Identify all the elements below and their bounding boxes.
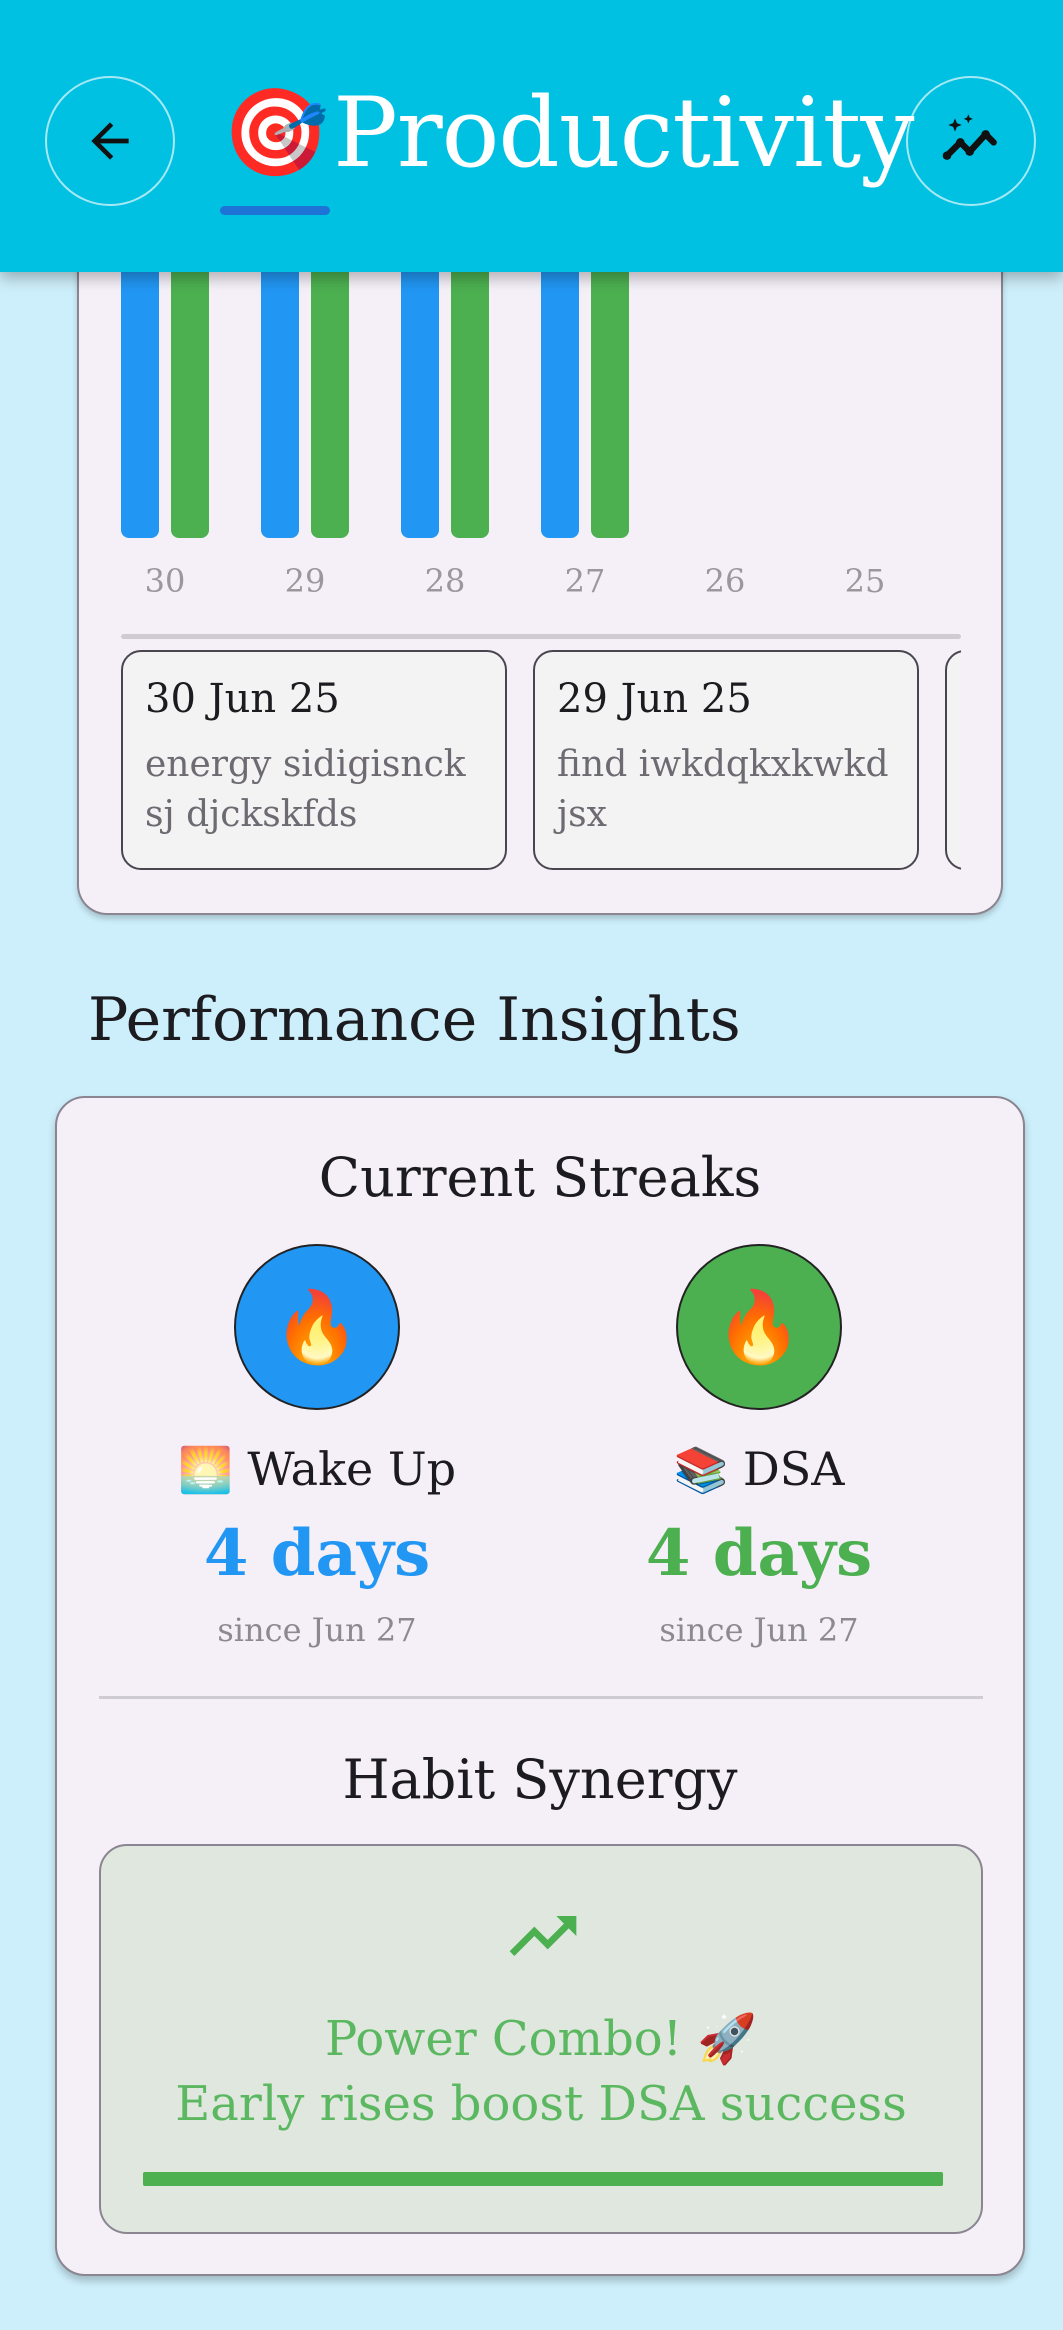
synergy-heading: Habit Synergy [342, 1748, 738, 1811]
note-date: 29 Jun 25 [557, 676, 752, 722]
fire-icon: 🔥 [676, 1244, 842, 1410]
streak-name: 🌅 Wake Up [97, 1442, 537, 1496]
notes-list[interactable]: 30 Jun 25 energy sidigisncksj djckskfds … [121, 650, 961, 872]
note-text: find iwkdqkxkwkdjsx [557, 744, 889, 835]
insights-card: Current Streaks 🔥 🌅 Wake Up 4 days since… [55, 1096, 1025, 2276]
x-axis-label: 28 [424, 562, 466, 600]
synergy-title-text: Power Combo! [324, 2011, 682, 2067]
streak-name-text: Wake Up [247, 1442, 457, 1496]
note-card[interactable]: 29 Jun 25 find iwkdqkxkwkdjsx [533, 650, 919, 870]
trending-up-icon [509, 1916, 577, 1956]
streak-since: since Jun 27 [217, 1611, 417, 1649]
habit-chart-card: 30 29 28 27 26 25 30 Jun 25 energy sidigisnck… [77, 190, 1003, 915]
synergy-box: Power Combo! 🚀 Early rises boost DSA suc… [99, 1844, 983, 2234]
note-date: 30 Jun 25 [145, 676, 340, 722]
sunrise-icon: 🌅 [177, 1445, 233, 1496]
page-title: 🎯 Productivity [222, 68, 914, 198]
streak-since: since Jun 27 [659, 1611, 859, 1649]
x-axis-label: 26 [704, 562, 746, 600]
streak-days: 4 days [203, 1516, 431, 1591]
x-axis-label: 25 [844, 562, 886, 600]
tab-indicator [220, 206, 330, 215]
arrow-left-icon [91, 122, 129, 160]
streak-days: 4 days [645, 1516, 873, 1591]
x-axis-label: 27 [564, 562, 606, 600]
chart-divider [121, 634, 961, 639]
synergy-title: Power Combo! 🚀 [101, 2010, 981, 2067]
section-title: Performance Insights [88, 985, 741, 1055]
x-axis-label: 29 [284, 562, 326, 600]
insights-button[interactable] [906, 76, 1036, 206]
fire-icon: 🔥 [234, 1244, 400, 1410]
streak-dsa: 🔥 📚 DSA 4 days since Jun 27 [539, 1244, 979, 1649]
note-card[interactable]: 30 Jun 25 energy sidigisncksj djckskfds [121, 650, 507, 870]
app-bar: 🎯 Productivity [0, 0, 1063, 272]
streaks-heading: Current Streaks [318, 1146, 762, 1209]
streak-name: 📚 DSA [539, 1442, 979, 1496]
rocket-icon: 🚀 [697, 2011, 758, 2067]
books-icon: 📚 [673, 1445, 729, 1496]
x-axis-label: 30 [144, 562, 186, 600]
sparkle-chart-icon [942, 114, 997, 160]
streak-name-text: DSA [742, 1442, 845, 1496]
synergy-progress-bar [143, 2172, 943, 2186]
synergy-progress-fill [143, 2172, 943, 2186]
synergy-subtitle: Early rises boost DSA success [175, 2076, 907, 2132]
note-text: energy sidigisncksj djckskfds [145, 744, 466, 835]
page-title-text: Productivity [333, 77, 914, 189]
back-button[interactable] [45, 76, 175, 206]
note-card-partial[interactable] [945, 650, 961, 870]
target-icon: 🎯 [222, 83, 330, 183]
card-divider [99, 1696, 983, 1699]
streak-wake-up: 🔥 🌅 Wake Up 4 days since Jun 27 [97, 1244, 537, 1649]
